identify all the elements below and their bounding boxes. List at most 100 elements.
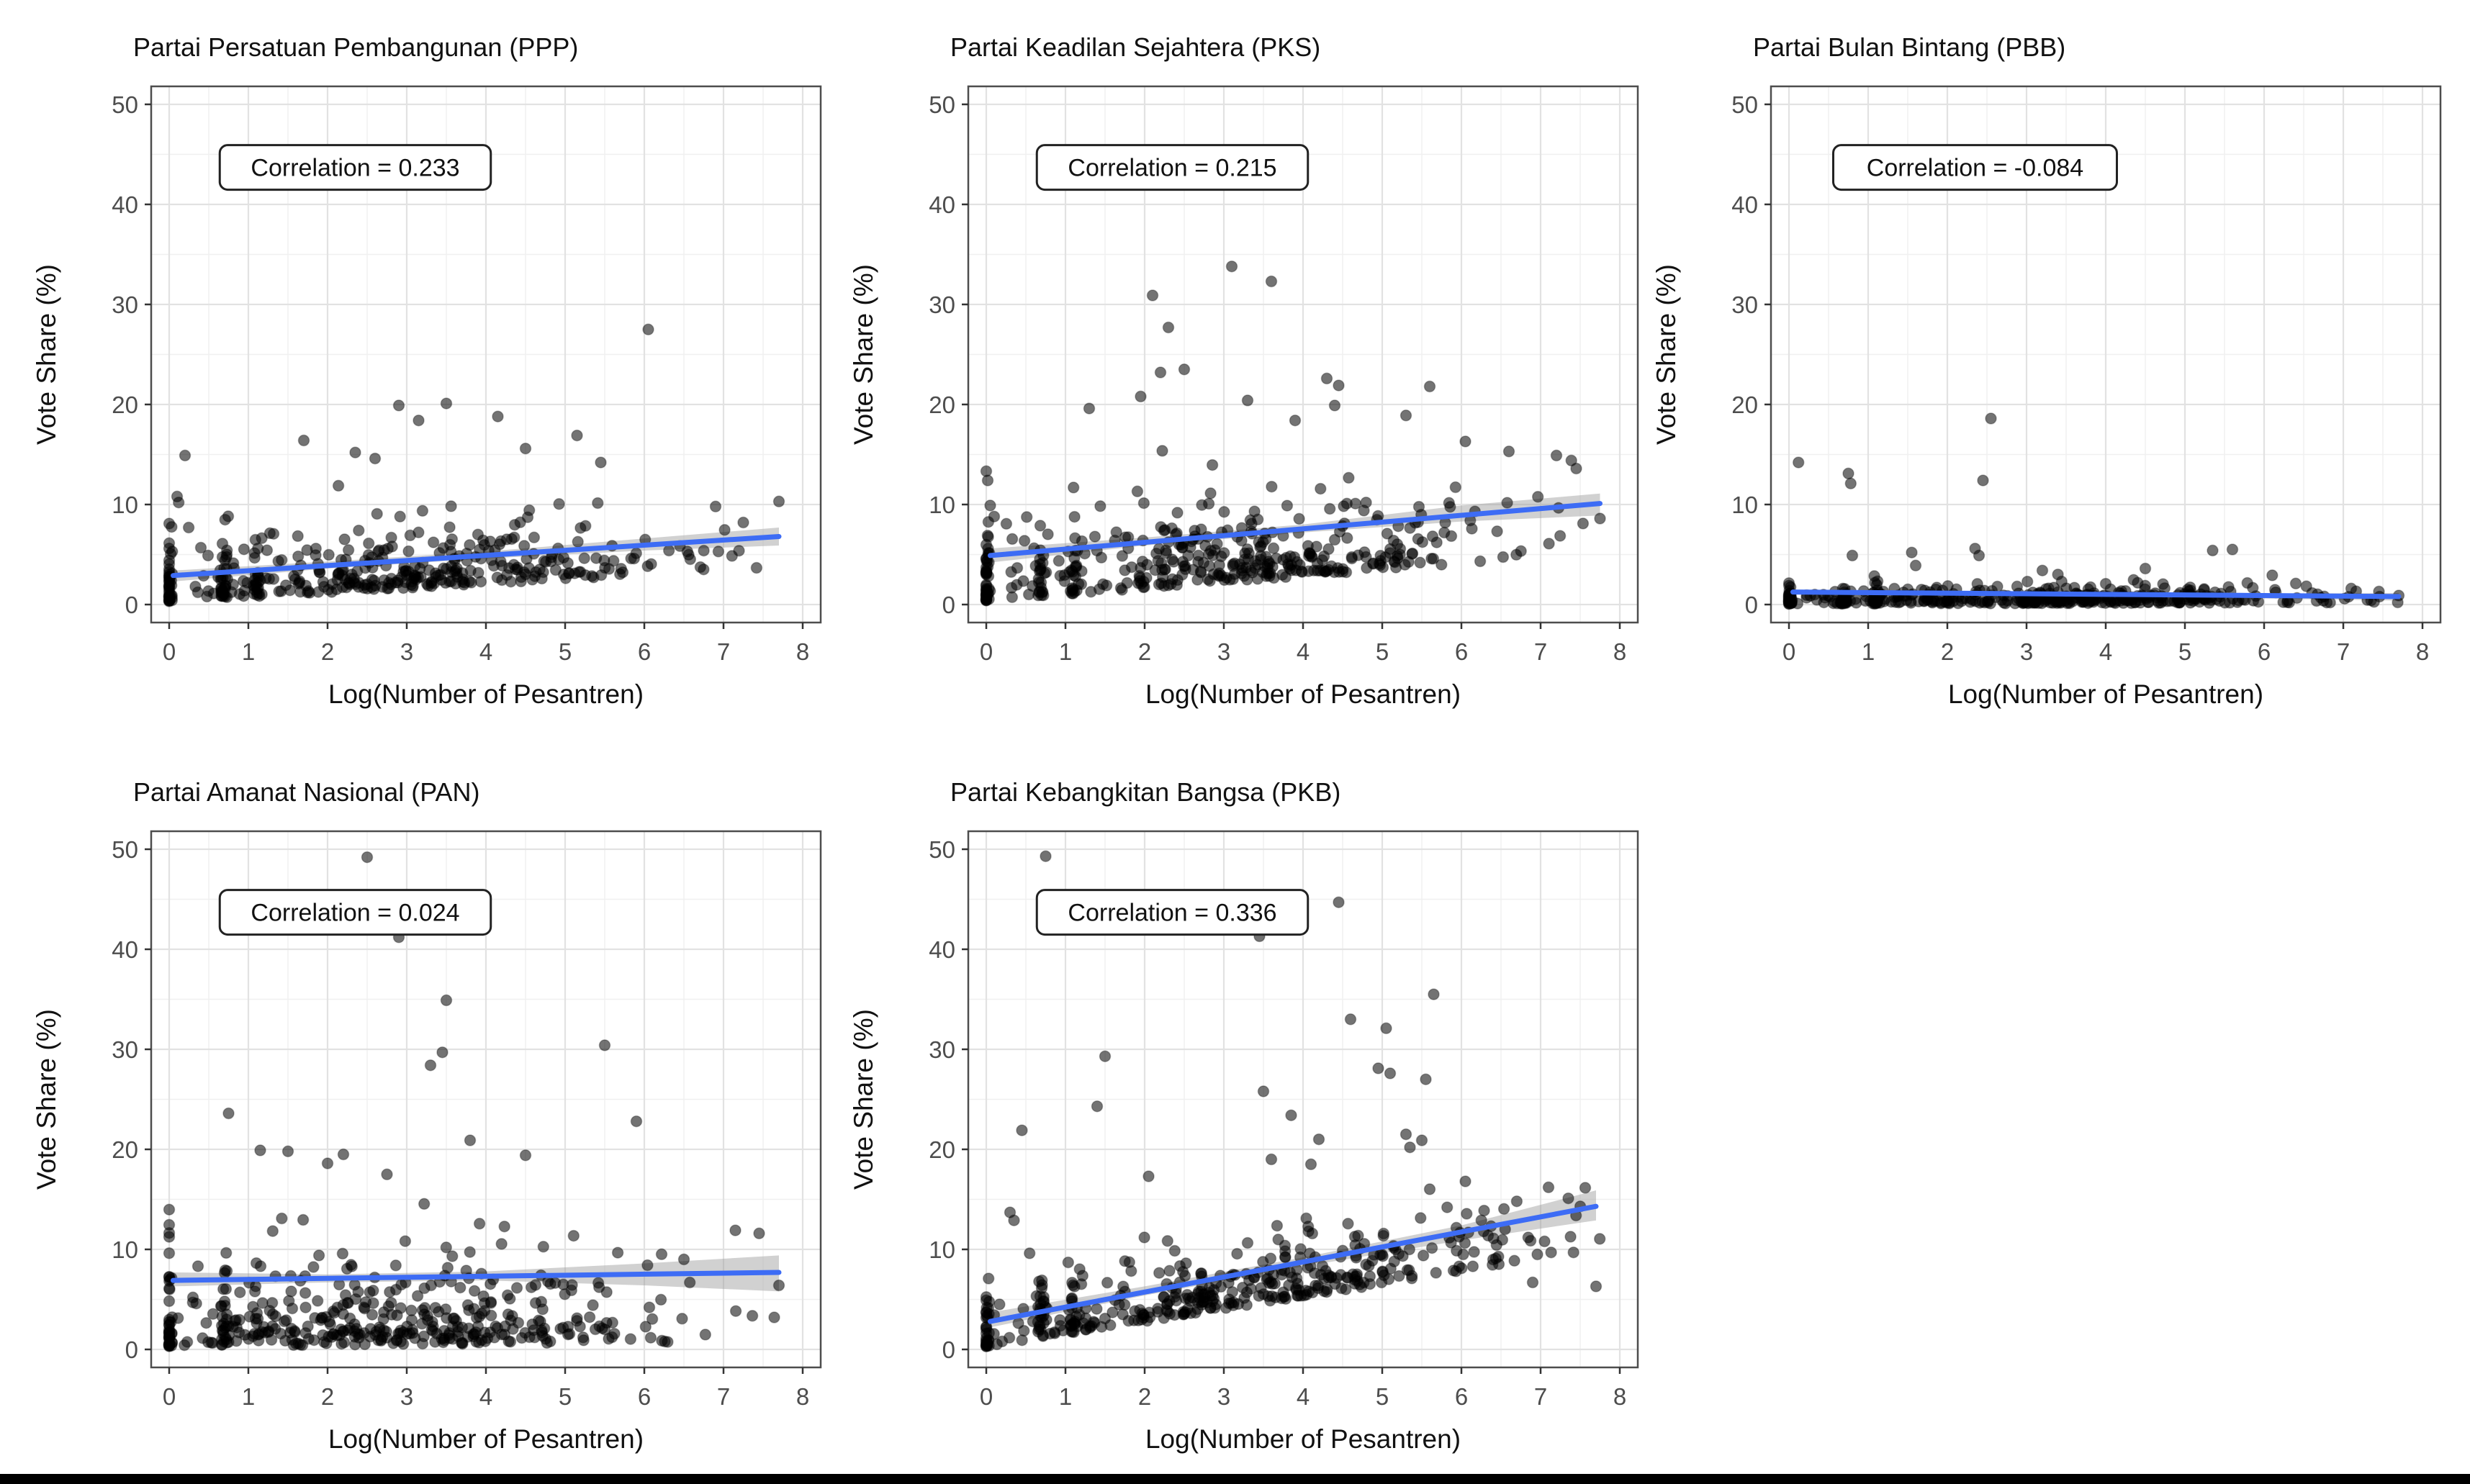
data-point <box>302 585 315 597</box>
data-point <box>496 559 508 572</box>
data-point <box>1393 1270 1405 1282</box>
data-point <box>1976 595 1988 608</box>
panel-title: Partai Bulan Bintang (PBB) <box>1753 32 2065 62</box>
data-point <box>395 1324 407 1336</box>
data-point <box>1067 481 1080 494</box>
panel-ppp: Partai Persatuan Pembangunan (PPP) 0 1 2 3 4 5… <box>18 14 875 734</box>
data-point <box>1415 1134 1428 1146</box>
data-point <box>1783 595 1795 608</box>
data-point <box>1034 520 1047 532</box>
data-point <box>323 548 335 561</box>
data-point <box>1425 1241 1438 1254</box>
data-point <box>1138 1231 1150 1244</box>
data-point <box>1037 1330 1050 1342</box>
data-point <box>662 544 675 557</box>
data-point <box>1360 551 1372 564</box>
data-point <box>285 1285 297 1298</box>
data-point <box>424 1059 437 1072</box>
data-point <box>2219 597 2231 609</box>
data-point <box>222 510 235 522</box>
data-point <box>366 1308 379 1321</box>
data-point <box>1380 1022 1392 1035</box>
data-point <box>227 557 240 569</box>
panel-svg-pan: Partai Amanat Nasional (PAN) 0 1 2 3 4 5 6 7 8 0 10… <box>32 777 822 1454</box>
data-point <box>462 1322 475 1334</box>
data-point <box>341 1262 353 1275</box>
data-point <box>519 442 532 455</box>
y-tick-label: 50 <box>929 836 955 863</box>
data-point <box>563 567 575 579</box>
data-point <box>1238 1292 1250 1304</box>
data-point <box>1333 379 1345 392</box>
data-point <box>1058 569 1071 582</box>
data-point <box>1032 576 1045 589</box>
data-point <box>698 544 710 557</box>
y-axis-title: Vote Share (%) <box>849 264 878 445</box>
y-tick-label: 0 <box>125 592 138 618</box>
data-point <box>181 1336 194 1348</box>
data-point <box>248 574 261 587</box>
data-point <box>2289 577 2302 590</box>
data-point <box>544 1335 556 1348</box>
data-point <box>528 531 541 544</box>
y-tick-label: 40 <box>929 936 955 963</box>
x-tick-label: 0 <box>1782 638 1795 665</box>
data-point <box>1017 575 1029 587</box>
correlation-box <box>1035 144 1310 191</box>
data-point <box>598 1039 611 1051</box>
data-point <box>191 1260 204 1272</box>
y-tick-label: 20 <box>112 1136 138 1163</box>
data-point <box>463 1304 475 1316</box>
y-tick-label: 0 <box>1745 592 1758 618</box>
y-tick-label: 10 <box>112 1236 138 1263</box>
data-point <box>1194 566 1207 579</box>
correlation-label: Correlation = -0.084 <box>1867 155 2083 182</box>
data-point <box>557 1278 569 1290</box>
data-point <box>463 575 476 588</box>
data-point <box>495 1238 508 1250</box>
data-point <box>1261 562 1274 574</box>
data-point <box>746 1310 759 1322</box>
data-point <box>286 1302 299 1315</box>
x-tick-label: 3 <box>1217 638 1230 665</box>
data-point <box>1342 1218 1354 1230</box>
x-tick-label: 2 <box>321 1383 334 1410</box>
data-point <box>250 1257 263 1270</box>
data-point <box>1153 1267 1166 1279</box>
panel-title: Partai Amanat Nasional (PAN) <box>133 777 480 807</box>
data-point <box>1417 1249 1430 1262</box>
data-point <box>1490 1239 1503 1252</box>
x-tick-label: 3 <box>2020 638 2033 665</box>
data-point <box>1394 543 1407 555</box>
trend-line <box>171 1270 782 1283</box>
data-point <box>1140 571 1153 584</box>
data-point <box>1869 576 1881 589</box>
data-point <box>336 581 349 594</box>
data-point <box>215 582 227 594</box>
y-tick-label: 50 <box>112 91 138 118</box>
data-point <box>200 1316 212 1329</box>
data-point <box>443 521 456 533</box>
data-point <box>349 446 361 458</box>
data-point <box>981 1338 993 1351</box>
data-point <box>1492 1250 1505 1263</box>
data-point <box>367 1297 379 1309</box>
data-point <box>1310 540 1322 553</box>
trend-line <box>171 533 782 579</box>
data-point <box>369 579 382 592</box>
data-point <box>1182 549 1194 562</box>
x-tick-label: 2 <box>321 638 334 665</box>
data-point <box>1302 1285 1315 1298</box>
data-point <box>1018 1324 1030 1337</box>
data-point <box>1374 1249 1387 1261</box>
panel-pks: Partai Keadilan Sejahtera (PKS) 0 1 2 3 4 5 6 7 8… <box>835 14 1692 734</box>
data-point <box>302 1320 314 1333</box>
data-point <box>1064 1320 1077 1332</box>
y-tick-label: 30 <box>112 1036 138 1063</box>
x-tick-label: 5 <box>2178 638 2191 665</box>
data-point <box>1162 321 1175 334</box>
y-axis-title: Vote Share (%) <box>32 1009 61 1190</box>
data-point <box>532 1314 545 1327</box>
data-point <box>451 1321 464 1333</box>
data-point <box>484 535 497 548</box>
